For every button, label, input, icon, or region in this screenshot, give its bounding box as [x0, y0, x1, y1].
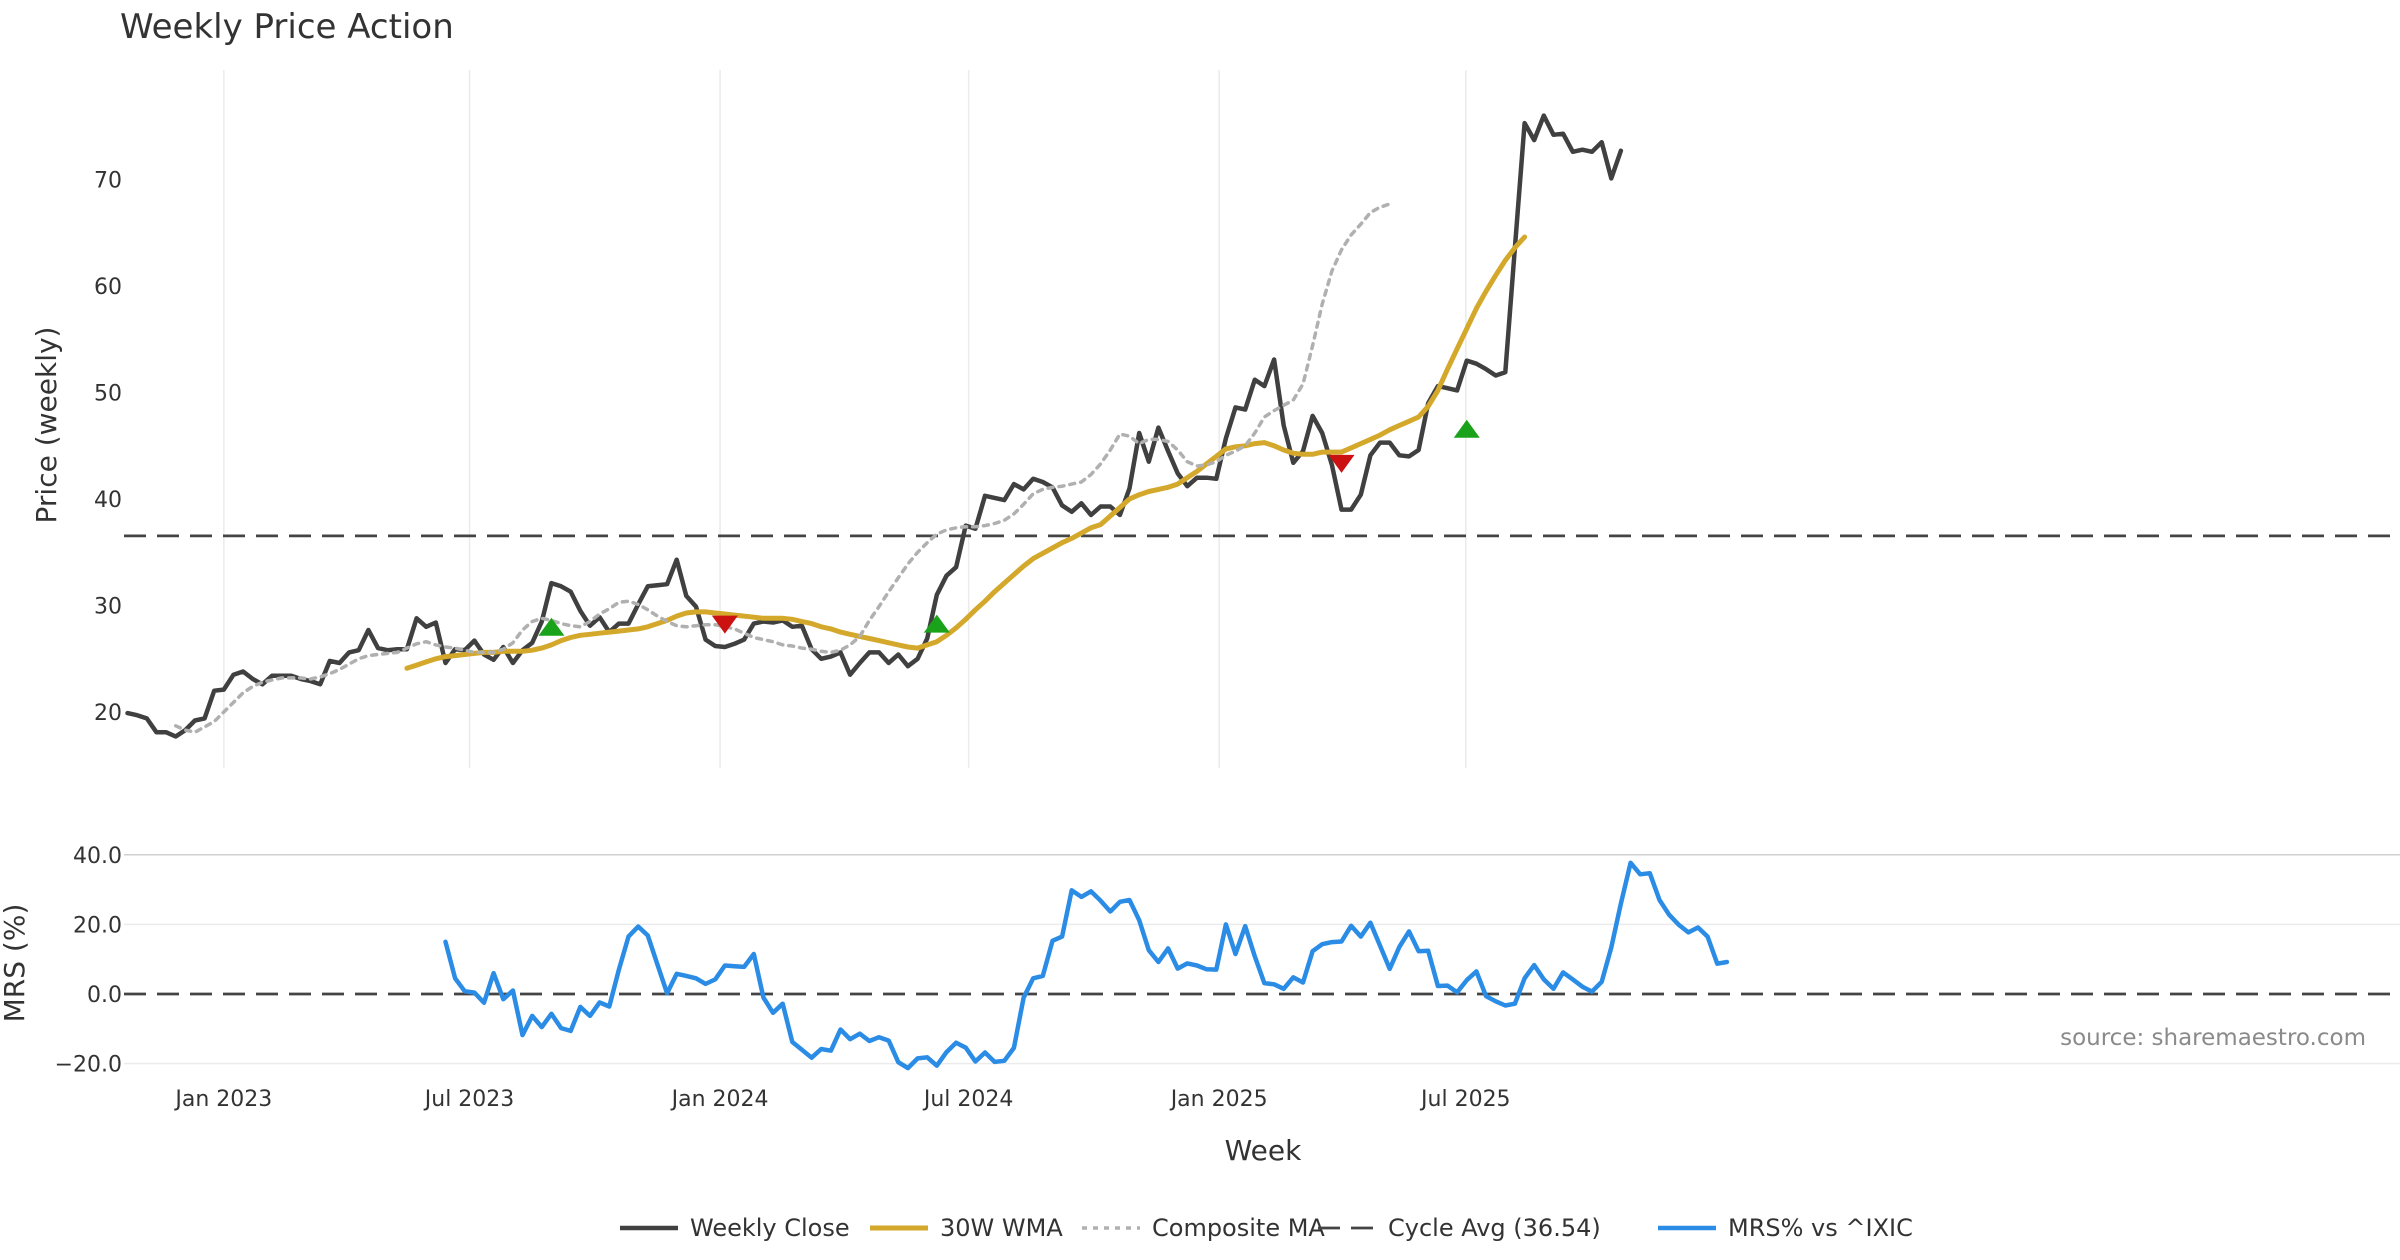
axis-layer: Jan 2023 Jul 2023 Jan 2024 Jul 2024 Jan 2025… — [55, 169, 1511, 1113]
price-y-tick-label: 40 — [94, 488, 122, 513]
legend-item: 30W WMA — [870, 1214, 1063, 1242]
legend-label: MRS% vs ^IXIC — [1728, 1214, 1913, 1242]
price-y-axis-title: Price (weekly) — [30, 327, 63, 524]
legend-item: Cycle Avg (36.54) — [1318, 1214, 1601, 1242]
legend-item: Weekly Close — [620, 1214, 850, 1242]
buy-signal-marker — [923, 614, 950, 633]
mrs-y-tick-label: −20.0 — [55, 1053, 122, 1078]
buy-signal-marker — [1453, 419, 1480, 438]
x-tick-label: Jan 2024 — [670, 1087, 769, 1112]
price-y-tick-label: 60 — [94, 275, 122, 300]
x-tick-label: Jan 2023 — [173, 1087, 272, 1112]
mrs-y-tick-label: 20.0 — [73, 913, 122, 938]
x-tick-label: Jan 2025 — [1169, 1087, 1268, 1112]
x-tick-label: Jul 2024 — [922, 1087, 1014, 1112]
legend-label: 30W WMA — [940, 1214, 1063, 1242]
legend-item: MRS% vs ^IXIC — [1658, 1214, 1913, 1242]
x-tick-label: Jul 2025 — [1419, 1087, 1511, 1112]
series-line-composite-ma — [173, 202, 1392, 734]
chart-title: Weekly Price Action — [120, 7, 454, 47]
series-line-mrs-vs-ixic — [443, 860, 1730, 1071]
sell-signal-marker — [1328, 454, 1355, 473]
price-y-tick-label: 50 — [94, 382, 122, 407]
legend: Weekly Close 30W WMA Composite MA Cycle Avg… — [620, 1214, 1913, 1242]
buy-signal-marker — [538, 617, 565, 636]
legend-label: Composite MA — [1152, 1214, 1325, 1242]
x-tick-label: Jul 2023 — [423, 1087, 515, 1112]
series-line-weekly-close — [125, 113, 1624, 739]
mrs-y-axis-title: MRS (%) — [0, 904, 31, 1023]
signal-markers — [538, 419, 1480, 636]
series-layer — [125, 113, 1730, 1071]
price-y-tick-label: 20 — [94, 701, 122, 726]
legend-label: Weekly Close — [690, 1214, 850, 1242]
legend-item: Composite MA — [1082, 1214, 1325, 1242]
legend-label: Cycle Avg (36.54) — [1388, 1214, 1601, 1242]
mrs-y-tick-label: 0.0 — [87, 983, 122, 1008]
reference-lines — [124, 534, 2400, 996]
sell-signal-marker — [711, 615, 738, 634]
source-label: source: sharemaestro.com — [2060, 1025, 2366, 1051]
price-y-tick-label: 70 — [94, 169, 122, 194]
mrs-y-tick-label: 40.0 — [73, 844, 122, 869]
price-y-tick-label: 30 — [94, 595, 122, 620]
grid-layer — [124, 70, 2400, 1065]
x-axis-title: Week — [1225, 1134, 1302, 1167]
series-line-30w-wma — [404, 234, 1528, 671]
